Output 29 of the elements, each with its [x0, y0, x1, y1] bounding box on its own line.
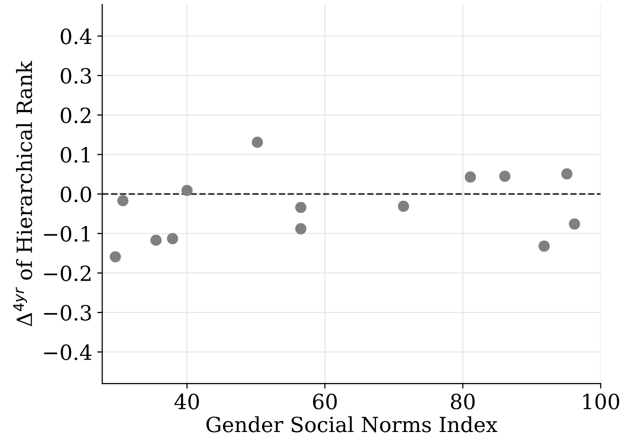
- point: [166, 233, 178, 244]
- point: [398, 200, 410, 212]
- y-tick-label: 0.4: [60, 28, 92, 44]
- point: [464, 171, 476, 183]
- x-tick-label: 60: [313, 394, 337, 410]
- y-tick-label: −0.1: [44, 226, 90, 242]
- y-tick-label: 0.3: [60, 68, 91, 84]
- x-axis-title: Gender Social Norms Index: [206, 416, 498, 432]
- point: [181, 184, 193, 196]
- y-tick-label: 0.1: [60, 146, 90, 163]
- point: [252, 136, 263, 148]
- point: [568, 218, 580, 230]
- point: [499, 170, 510, 182]
- x-tick-label: 80: [450, 394, 475, 410]
- y-tick-label: −0.4: [44, 344, 92, 360]
- point: [561, 168, 572, 180]
- point: [117, 195, 129, 206]
- y-tick-label: −0.3: [44, 304, 91, 321]
- point: [295, 223, 306, 234]
- point: [150, 234, 162, 246]
- y-tick-label: −0.2: [44, 265, 90, 282]
- y-axis-title: Δ$^{4yr}$ of Hierarchical Rank: [13, 60, 32, 326]
- y-tick-label: 0.0: [60, 186, 92, 202]
- point: [110, 251, 121, 262]
- x-tick-label: 100: [583, 394, 620, 410]
- point: [538, 240, 550, 252]
- point: [295, 202, 306, 214]
- y-tick-label: 0.2: [60, 107, 90, 124]
- x-tick-label: 40: [174, 394, 199, 410]
